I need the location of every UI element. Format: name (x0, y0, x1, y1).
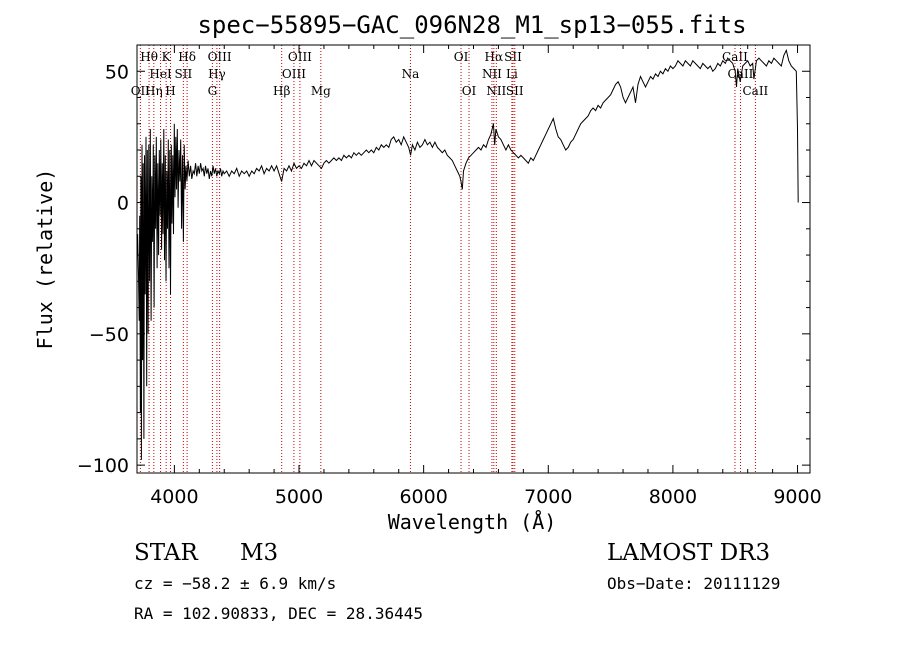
line-marker-label: K (162, 50, 172, 64)
plot-frame (136, 44, 811, 474)
x-tick-label: 7000 (524, 486, 572, 508)
observation-date: Obs−Date: 20111129 (607, 574, 780, 593)
x-axis-label: Wavelength (Å) (388, 510, 557, 534)
line-marker-label: HeI (149, 67, 172, 81)
x-tick-label: 6000 (399, 486, 447, 508)
x-tick-label: 8000 (649, 486, 697, 508)
x-tick-label: 4000 (150, 486, 198, 508)
line-marker-label: Mg (311, 84, 331, 98)
y-tick-label: 50 (105, 61, 129, 83)
line-marker-label: CaII (742, 84, 768, 98)
line-marker-label: NII (482, 67, 502, 81)
spectrum-line (137, 48, 799, 460)
survey-label: LAMOST DR3 (607, 540, 770, 566)
y-tick-label: 0 (117, 193, 129, 215)
line-marker-label: G (208, 84, 218, 98)
axis-ticks: 4000 5000 6000 7000 8000 9000 −100 −50 0 50 (77, 45, 822, 508)
line-marker-label: OI (454, 50, 469, 64)
x-tick-label: 5000 (275, 486, 323, 508)
line-marker-label: CaII (722, 50, 748, 64)
line-marker-label: CaII (728, 67, 754, 81)
y-tick-label: −50 (89, 324, 129, 346)
line-marker-label: SII (504, 50, 522, 64)
object-class: STAR (134, 540, 198, 566)
y-tick-label: −100 (77, 455, 129, 477)
line-marker-label: Na (402, 67, 420, 81)
line-marker-label: Hγ (208, 67, 226, 81)
line-marker-label: Li (506, 67, 518, 81)
line-marker-label: OII (131, 84, 151, 98)
y-axis-label: Flux (relative) (33, 169, 57, 350)
line-marker-label: OIII (208, 50, 232, 64)
chart-title: spec−55895−GAC_096N28_M1_sp13−055.fits (197, 11, 746, 39)
line-marker-label: Hθ (140, 50, 158, 64)
redshift-velocity: cz = −58.2 ± 6.9 km/s (134, 574, 336, 593)
line-marker-label: Hβ (273, 84, 290, 98)
line-marker-label: H (165, 84, 175, 98)
line-marker-label: Hδ (178, 50, 196, 64)
line-marker-label: OIII (288, 50, 312, 64)
line-marker-label: Hη (145, 84, 163, 98)
line-marker-label: OI (462, 84, 477, 98)
coordinates: RA = 102.90833, DEC = 28.36445 (134, 604, 423, 623)
line-marker-label: SII (506, 84, 524, 98)
line-marker-label: NII (486, 84, 506, 98)
line-marker-label: Hα (485, 50, 504, 64)
line-marker-label: OIII (282, 67, 306, 81)
x-tick-label: 9000 (773, 486, 821, 508)
object-subclass: M3 (240, 540, 278, 566)
line-marker-label: SII (175, 67, 193, 81)
